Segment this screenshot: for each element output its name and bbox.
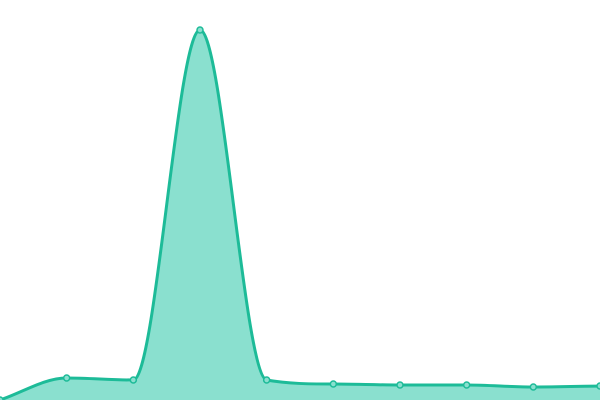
data-point-8 [529, 383, 538, 391]
data-point-0 [0, 396, 4, 400]
data-point-7 [462, 381, 471, 389]
data-point-1 [62, 374, 71, 382]
data-point-4 [262, 376, 271, 384]
data-point-5 [329, 380, 338, 388]
data-point-9 [596, 382, 600, 390]
area-fill [0, 30, 600, 400]
data-point-6 [396, 381, 404, 389]
series-line [0, 28, 600, 400]
data-markers [0, 26, 600, 400]
data-point-3 [196, 26, 204, 34]
data-point-2 [129, 376, 138, 384]
